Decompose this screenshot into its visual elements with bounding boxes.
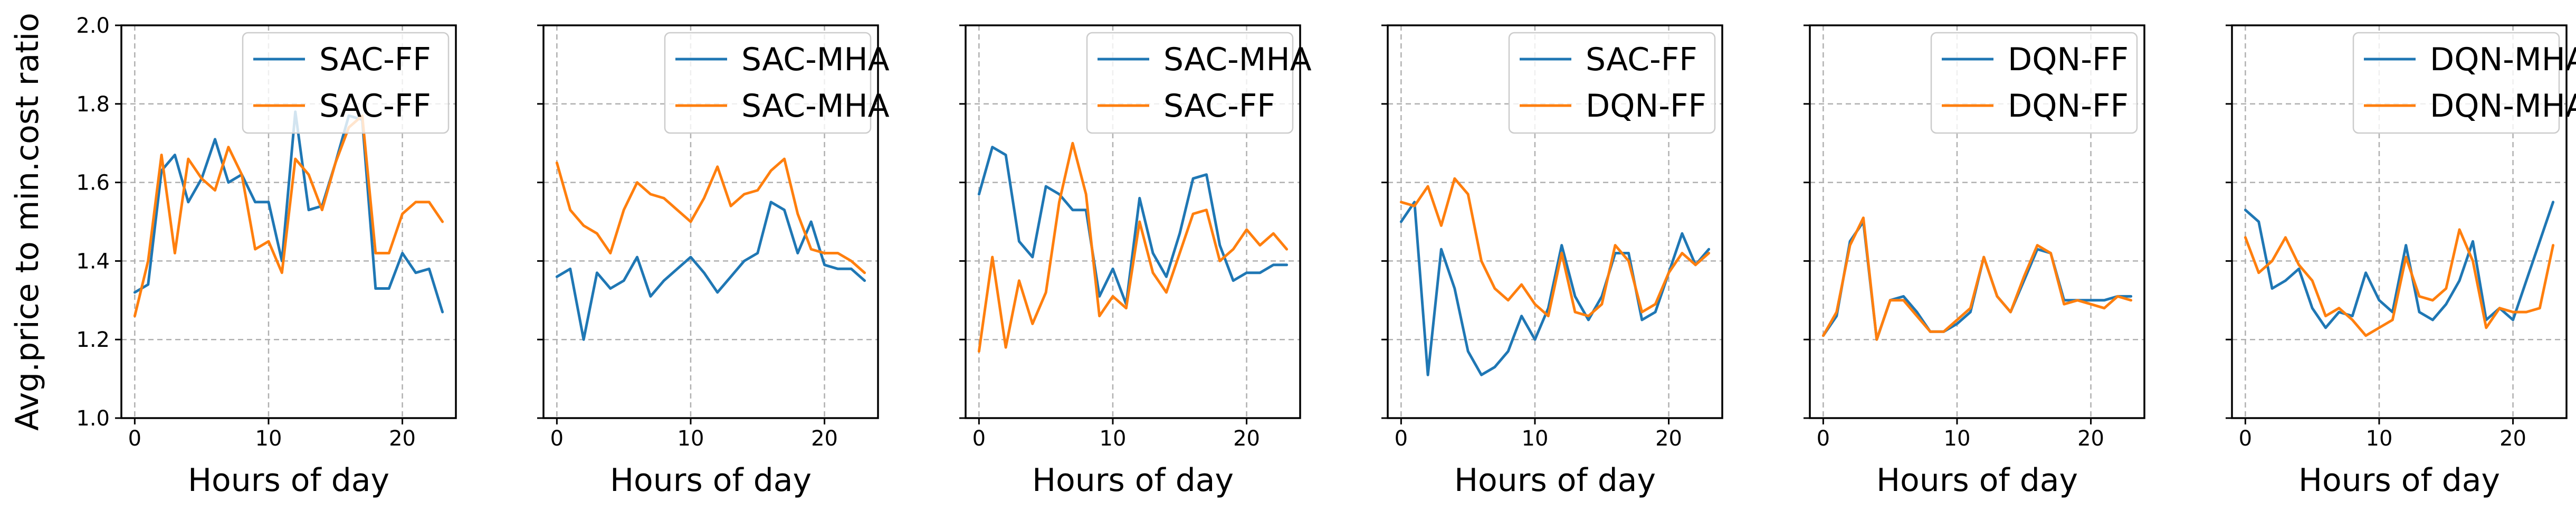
x-tick-label-0: 0	[550, 427, 564, 451]
legend: SAC-MHA SAC-FF	[1086, 32, 1312, 134]
legend-label-2: SAC-FF	[1163, 88, 1275, 125]
x-axis-title: Hours of day	[188, 462, 389, 499]
x-axis-title: Hours of day	[1876, 462, 2078, 499]
series-line-2	[555, 157, 866, 275]
legend: DQN-MHA DQN-MHA	[2352, 32, 2576, 134]
series-line-2	[133, 114, 444, 318]
legend-label-1: SAC-MHA	[1163, 41, 1312, 78]
chart-panel-3: 0 10 20 Hours of day SAC-MHA SAC-FF	[959, 24, 1312, 499]
plot-frame	[1387, 24, 1723, 419]
legend-label-2: DQN-MHA	[2430, 88, 2576, 125]
x-tick-label-2: 20	[811, 427, 838, 451]
x-tick-label-0: 0	[972, 427, 986, 451]
x-tick-label-0: 0	[1817, 427, 1830, 451]
x-tick-label-1: 10	[255, 427, 282, 451]
y-axis-title: Avg.price to min.cost ratio	[9, 13, 46, 431]
legend-label-2: DQN-FF	[1586, 88, 1706, 125]
legend-label-2: DQN-FF	[2008, 88, 2129, 125]
x-tick-label-0: 0	[2239, 427, 2252, 451]
legend: DQN-FF DQN-FF	[1930, 32, 2138, 134]
series-line-1	[1399, 201, 1711, 376]
plot-frame	[1809, 24, 2145, 419]
series-line-2	[977, 141, 1289, 353]
legend-label-1: SAC-FF	[319, 41, 431, 78]
chart-panel-1: 0 10 20 1.0 1.2 1.4 1.6 1.8 2.0 Hours of day Avg.p…	[9, 13, 457, 499]
series-line-2	[1399, 177, 1711, 318]
legend-label-1: SAC-FF	[1586, 41, 1697, 78]
x-tick-label-0: 0	[1395, 427, 1408, 451]
x-tick-label-1: 10	[678, 427, 704, 451]
x-tick-label-1: 10	[2366, 427, 2393, 451]
legend-label-1: SAC-MHA	[741, 41, 890, 78]
chart-panel-6: 0 10 20 Hours of day DQN-MHA DQN-MHA	[2226, 24, 2576, 499]
y-tick-label-2: 1.4	[76, 249, 110, 273]
series-line-1	[133, 110, 444, 314]
x-tick-label-0: 0	[128, 427, 141, 451]
x-tick-label-1: 10	[1100, 427, 1127, 451]
plot-frame	[965, 24, 1301, 419]
series-line-1	[977, 146, 1289, 306]
x-axis-title: Hours of day	[2298, 462, 2500, 499]
series-line-1	[555, 201, 866, 341]
x-tick-label-1: 10	[1944, 427, 1971, 451]
y-tick-label-1: 1.2	[76, 328, 110, 352]
legend: SAC-FF DQN-FF	[1508, 32, 1716, 134]
x-tick-label-2: 20	[1233, 427, 1260, 451]
legend: SAC-FF SAC-FF	[242, 32, 450, 134]
series-line-2	[2244, 228, 2555, 337]
legend-label-2: SAC-FF	[319, 88, 431, 125]
y-tick-label-5: 2.0	[76, 14, 110, 38]
chart-panel-4: 0 10 20 Hours of day SAC-FF DQN-FF	[1381, 24, 1723, 499]
x-tick-label-2: 20	[389, 427, 416, 451]
series-line-2	[1821, 216, 2133, 341]
legend-label-1: DQN-MHA	[2430, 41, 2576, 78]
x-axis-title: Hours of day	[1032, 462, 1234, 499]
x-axis-title: Hours of day	[1454, 462, 1656, 499]
chart-panel-2: 0 10 20 Hours of day SAC-MHA SAC-MHA	[537, 24, 890, 499]
plot-frame	[120, 24, 457, 419]
x-axis-title: Hours of day	[610, 462, 812, 499]
plot-frame	[2231, 24, 2568, 419]
x-tick-label-1: 10	[1522, 427, 1549, 451]
y-tick-label-0: 1.0	[76, 406, 110, 431]
x-tick-label-2: 20	[1655, 427, 1682, 451]
legend-label-2: SAC-MHA	[741, 88, 890, 125]
y-tick-label-3: 1.6	[76, 171, 110, 195]
y-tick-label-4: 1.8	[76, 92, 110, 117]
plot-frame	[542, 24, 879, 419]
x-tick-label-2: 20	[2499, 427, 2526, 451]
x-tick-label-2: 20	[2077, 427, 2104, 451]
legend-label-1: DQN-FF	[2008, 41, 2129, 78]
legend: SAC-MHA SAC-MHA	[664, 32, 890, 134]
chart-panel-5: 0 10 20 Hours of day DQN-FF DQN-FF	[1804, 24, 2145, 499]
